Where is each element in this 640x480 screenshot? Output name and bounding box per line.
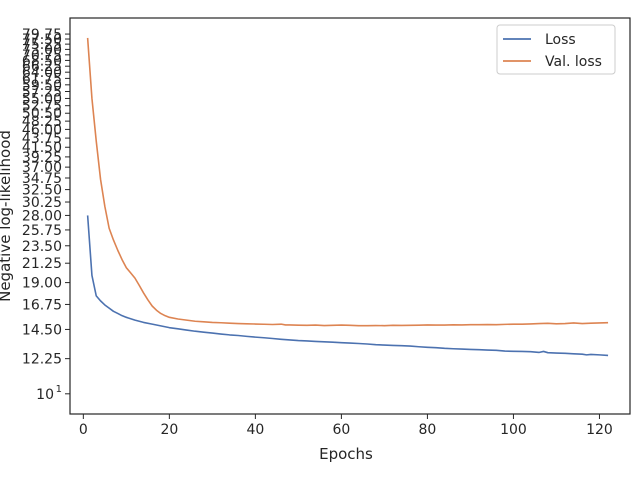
y-tick-label: 34.75	[22, 171, 62, 187]
y-axis: 10 1 12.25 14.50 16.75 19.00 21.2523.5025.7528…	[22, 27, 70, 403]
legend: Loss Val. loss	[496, 24, 616, 75]
y-tick-label: 70.75	[22, 48, 62, 64]
y-tick-label: 21.25	[22, 256, 62, 272]
y-tick-label: 68.50	[22, 53, 62, 69]
y-tick-label: 46.00	[22, 122, 62, 138]
y-tick-label: 30.25	[22, 195, 62, 211]
y-tick-label: 50.50	[22, 106, 62, 122]
series-line-val-loss	[86, 37, 609, 327]
y-tick-label: 37.00	[22, 160, 62, 176]
series-line-loss	[86, 215, 609, 357]
legend-label: Loss	[545, 32, 576, 48]
y-tick-label: 32.50	[22, 183, 62, 199]
x-tick-label: 0	[79, 422, 88, 438]
y-tick-label: 55.00	[22, 91, 62, 107]
y-axis-label: Negative log-likelihood	[0, 130, 14, 302]
y-tick-label: 25.75	[22, 223, 62, 239]
legend-label: Val. loss	[545, 54, 602, 70]
y-tick-label: 19.00	[22, 276, 62, 292]
y-tick-label: 77.50	[22, 32, 62, 48]
y-tick-label: 23.50	[22, 239, 62, 255]
y-tick-label: 48.25	[22, 114, 62, 130]
y-tick-label: 64.00	[22, 65, 62, 81]
x-tick-label: 100	[500, 422, 527, 438]
x-tick-label: 80	[419, 422, 437, 438]
y-tick-label: 39.25	[22, 150, 62, 166]
y-tick-label: 66.25	[22, 59, 62, 75]
y-tick-label: 79.75	[22, 27, 62, 43]
y-tick-label: 61.75	[22, 71, 62, 87]
y-tick-label: 10	[36, 387, 54, 403]
x-tick-label: 120	[586, 422, 613, 438]
x-axis: 0 20 40 60 80 100 120	[79, 414, 613, 438]
x-tick-label: 60	[332, 422, 350, 438]
y-tick-label: 52.75	[22, 99, 62, 115]
x-tick-label: 20	[160, 422, 178, 438]
y-tick-label: 14.50	[22, 322, 62, 338]
x-axis-label: Epochs	[319, 445, 373, 463]
y-tick-label: 43.75	[22, 131, 62, 147]
series-layer	[86, 37, 609, 357]
y-tick-label: 12.25	[22, 352, 62, 368]
plot-area-frame	[69, 17, 631, 415]
y-tick-label-exponent: 1	[56, 384, 62, 395]
y-tick-label: 41.50	[22, 140, 62, 156]
x-tick-label: 40	[246, 422, 264, 438]
y-tick-label: 16.75	[22, 297, 62, 313]
y-tick-label: 75.25	[22, 37, 62, 53]
y-tick-label: 57.25	[22, 84, 62, 100]
y-tick-label: 73.00	[22, 42, 62, 58]
y-tick-label: 59.50	[22, 78, 62, 94]
y-tick-label: 28.00	[22, 208, 62, 224]
